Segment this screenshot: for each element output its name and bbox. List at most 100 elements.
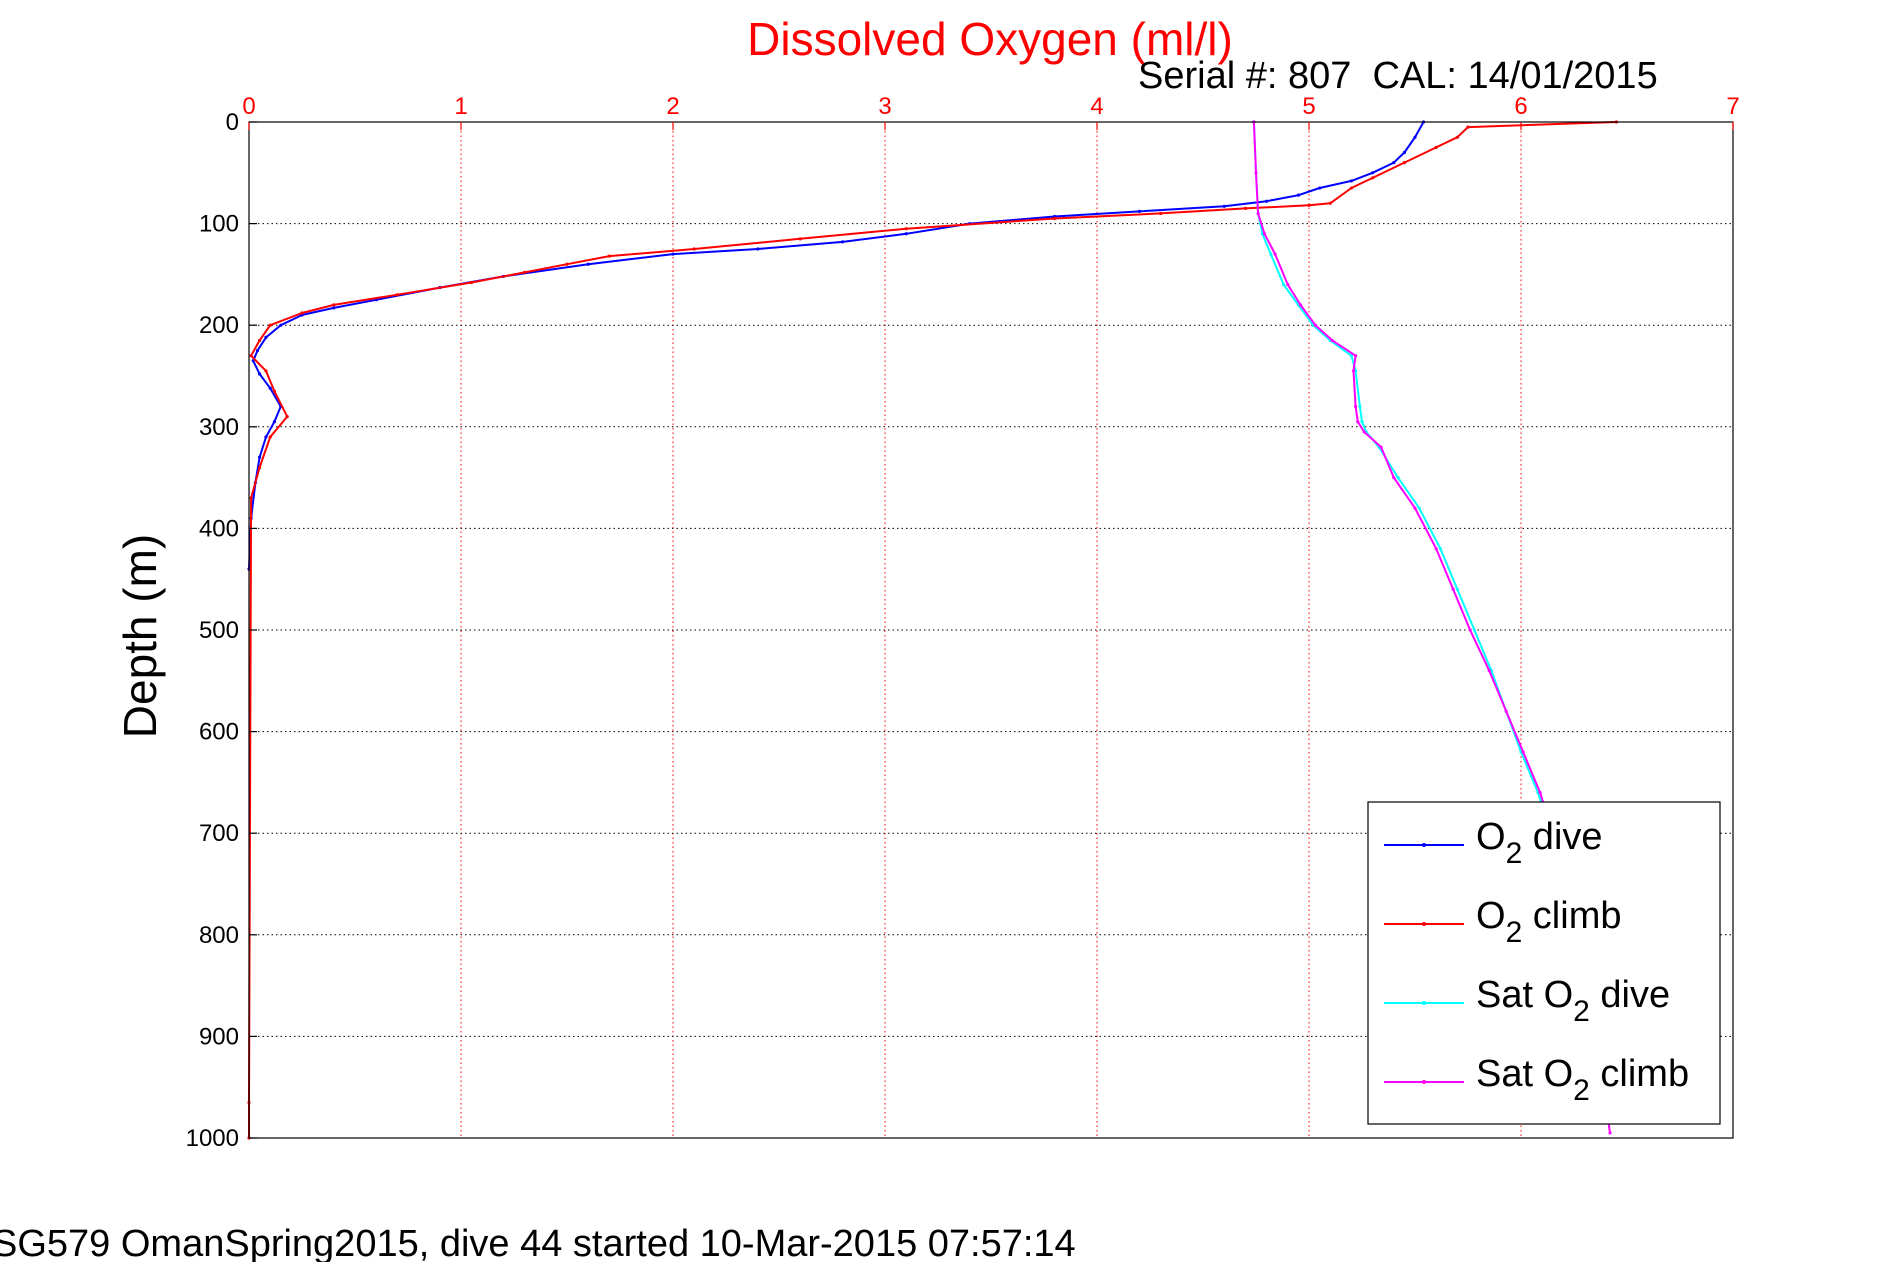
data-point <box>1269 252 1273 256</box>
data-point <box>1379 445 1383 449</box>
legend-entry: O2 dive <box>1476 816 1603 870</box>
data-point <box>268 386 272 390</box>
data-point <box>1392 476 1396 480</box>
y-tick-label: 100 <box>199 211 239 238</box>
data-point <box>1354 354 1358 358</box>
x-tick-label: 2 <box>666 93 679 120</box>
data-point <box>1222 204 1226 208</box>
data-point <box>1349 179 1353 183</box>
data-point <box>1265 199 1269 203</box>
legend-swatch-marker <box>1422 843 1426 847</box>
data-point <box>255 349 260 353</box>
tick-layer: 0 1 2 3 4 5 6 7 0 100 200 300 400 500 600 700 800 900 1000 <box>186 93 1740 1152</box>
data-point <box>1451 587 1455 591</box>
legend-entry: Sat O2 climb <box>1476 1053 1689 1107</box>
data-point <box>1273 252 1277 256</box>
legend-box <box>1367 801 1721 1125</box>
data-point <box>523 270 527 274</box>
data-point <box>671 252 675 256</box>
data-point <box>272 420 277 424</box>
data-point <box>258 455 262 459</box>
data-point <box>1413 135 1417 139</box>
data-point <box>1417 506 1421 510</box>
chart-subtitle: Serial #: 807 CAL: 14/01/2015 <box>1138 55 1658 97</box>
data-point <box>1371 176 1375 180</box>
legend-swatch-marker <box>1422 922 1426 926</box>
data-point <box>904 232 908 236</box>
data-point <box>1392 161 1396 165</box>
data-point <box>904 227 908 231</box>
legend-entry: O2 climb <box>1476 895 1621 949</box>
y-tick-label: 0 <box>226 109 239 136</box>
data-point <box>1455 587 1459 591</box>
data-point <box>268 435 272 439</box>
series-layer <box>247 120 1618 1140</box>
y-tick-label: 1000 <box>186 1125 239 1152</box>
data-point <box>756 247 760 251</box>
data-point <box>470 280 474 285</box>
data-point <box>1358 404 1362 409</box>
y-tick-label: 400 <box>199 515 239 542</box>
data-point <box>1438 547 1443 551</box>
data-point <box>1281 282 1286 287</box>
data-point <box>264 335 268 339</box>
data-point <box>692 247 696 251</box>
data-point <box>258 338 262 343</box>
data-point <box>1286 282 1290 287</box>
data-point <box>1330 338 1334 343</box>
data-point <box>279 323 283 327</box>
data-point <box>1313 323 1317 327</box>
data-point <box>300 311 304 315</box>
x-tick-label: 5 <box>1302 93 1315 120</box>
data-point <box>1053 216 1057 221</box>
data-point <box>1351 369 1356 373</box>
data-point <box>1243 206 1247 210</box>
data-point <box>258 372 262 376</box>
data-point <box>1262 232 1267 236</box>
data-point <box>1328 201 1332 205</box>
data-point <box>1466 125 1470 129</box>
data-point <box>285 415 289 419</box>
data-point <box>1472 628 1476 632</box>
data-point <box>1362 430 1366 434</box>
data-point <box>1307 203 1311 207</box>
y-tick-label: 700 <box>199 820 239 847</box>
y-tick-label: 900 <box>199 1023 239 1050</box>
x-tick-label: 4 <box>1090 93 1103 120</box>
data-point <box>1137 209 1141 214</box>
data-point <box>841 240 845 244</box>
data-point <box>798 237 802 241</box>
y-tick-label: 500 <box>199 617 239 644</box>
data-point <box>332 306 336 310</box>
chart-title: Dissolved Oxygen (ml/l) <box>747 13 1233 65</box>
data-point <box>565 262 569 266</box>
data-point <box>395 293 399 297</box>
x-tick-label: 7 <box>1726 93 1739 120</box>
data-point <box>1318 186 1322 190</box>
data-point <box>264 369 268 373</box>
data-point <box>1254 171 1258 175</box>
legend-entry: Sat O2 dive <box>1476 974 1670 1028</box>
data-point <box>1413 506 1417 510</box>
data-point <box>1256 211 1260 216</box>
data-point <box>1402 150 1406 155</box>
data-point <box>1402 161 1406 165</box>
data-point <box>264 435 268 439</box>
data-point <box>258 465 262 470</box>
data-point <box>1468 628 1472 632</box>
data-point <box>586 262 590 266</box>
legend-swatch-marker <box>1422 1080 1426 1084</box>
data-point <box>1349 354 1353 358</box>
data-point <box>249 354 253 358</box>
data-point <box>1434 145 1438 149</box>
data-point <box>1396 476 1400 480</box>
data-point <box>1608 1131 1612 1135</box>
data-point <box>249 496 253 500</box>
legend: O2 dive O2 climb Sat O2 dive Sat O2 climb <box>1367 801 1721 1125</box>
x-tick-label: 6 <box>1514 93 1527 120</box>
y-axis-label: Depth (m) <box>114 534 166 738</box>
data-point <box>1371 171 1375 175</box>
data-point <box>1298 303 1303 307</box>
x-tick-label: 3 <box>878 93 891 120</box>
